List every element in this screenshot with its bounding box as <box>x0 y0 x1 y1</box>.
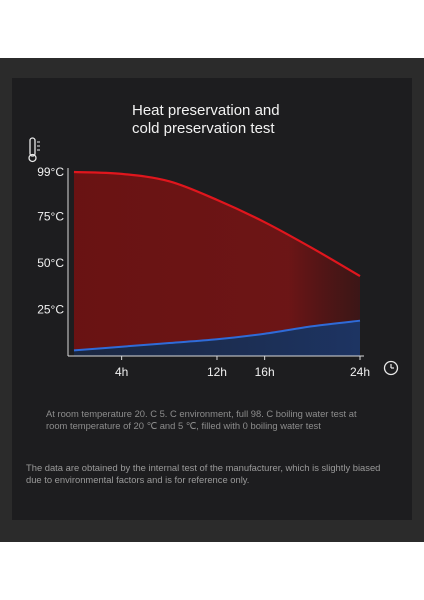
x-tick-label: 16h <box>255 365 275 379</box>
cold-series-line <box>73 319 361 352</box>
disclaimer-note: The data are obtained by the internal te… <box>26 462 381 485</box>
x-tick-label: 4h <box>115 365 128 379</box>
y-tick-label: 50°C <box>37 256 64 270</box>
hot-series-line <box>73 170 361 278</box>
y-tick-label: 99°C <box>37 165 64 179</box>
chart-title: Heat preservation and cold preservation … <box>132 102 292 138</box>
x-tick-label: 12h <box>207 365 227 379</box>
x-tick-label: 24h <box>350 365 370 379</box>
thermometer-icon <box>28 137 40 163</box>
clock-icon <box>383 360 399 376</box>
y-tick-label: 25°C <box>37 303 64 317</box>
chart-title-line-1: Heat preservation and <box>132 102 280 119</box>
hot-area-fill <box>73 172 361 351</box>
y-tick-label: 75°C <box>37 210 64 224</box>
chart-title-line-2: cold preservation test <box>132 120 275 137</box>
test-conditions-note: At room temperature 20. C 5. C environme… <box>46 408 357 431</box>
cold-area-fill <box>73 320 361 356</box>
